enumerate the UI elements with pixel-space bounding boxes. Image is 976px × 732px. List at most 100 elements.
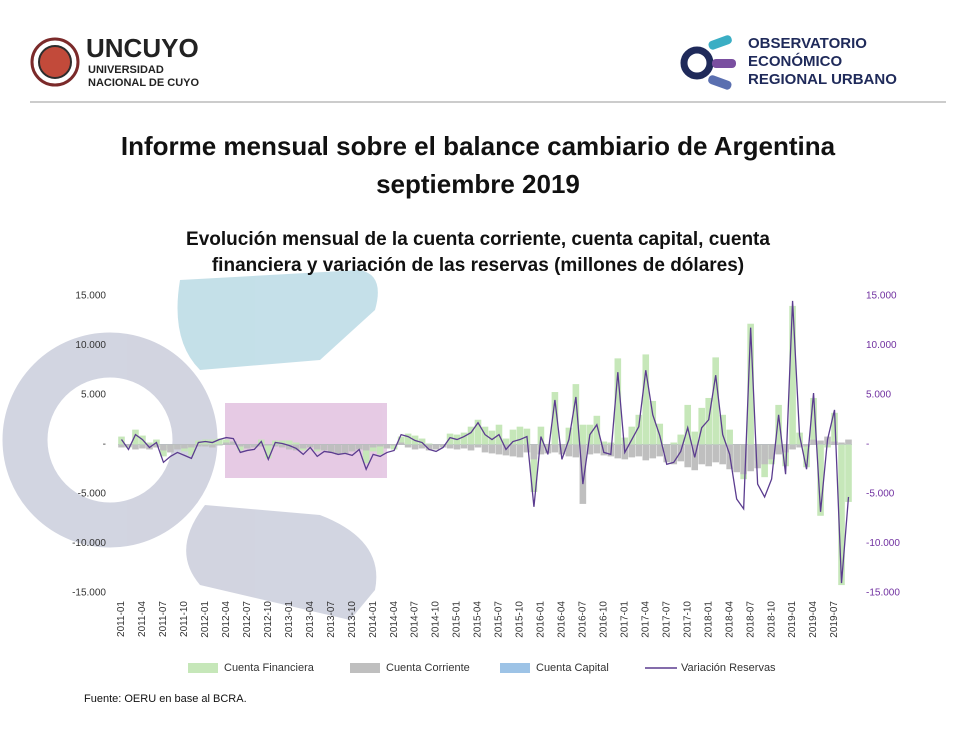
- bar: [174, 444, 181, 450]
- bar: [278, 444, 286, 448]
- bar: [670, 442, 678, 445]
- x-tick-label: 2019-07: [829, 601, 840, 638]
- bar: [607, 442, 615, 445]
- bar: [460, 432, 468, 445]
- legend-label: Variación Reservas: [681, 662, 776, 674]
- bar: [698, 407, 705, 445]
- bar: [635, 414, 643, 445]
- x-tick-label: 2016-07: [578, 601, 589, 638]
- bar: [292, 442, 300, 445]
- bar: [383, 444, 391, 449]
- bar: [537, 444, 545, 455]
- bar: [551, 444, 559, 453]
- bar: [803, 444, 810, 447]
- bar: [558, 444, 566, 455]
- x-tick-label: 2017-07: [661, 601, 672, 638]
- y2-tick-label: 10.000: [866, 340, 897, 351]
- bar: [362, 444, 370, 451]
- chart-title: Evolución mensual de la cuenta corriente…: [186, 229, 770, 250]
- bar: [285, 440, 293, 445]
- bar: [649, 444, 657, 459]
- bar: [586, 444, 594, 455]
- chart-title: financiera y variación de las reservas (…: [212, 255, 744, 276]
- bar: [306, 444, 314, 448]
- bar: [635, 444, 643, 457]
- bar: [712, 444, 719, 463]
- bar: [502, 438, 510, 445]
- x-tick-label: 2011-01: [116, 601, 127, 637]
- bar: [551, 392, 559, 445]
- legend-label: Cuenta Corriente: [386, 662, 470, 674]
- bar: [614, 358, 622, 445]
- bar: [418, 438, 426, 445]
- bar: [509, 429, 517, 445]
- bar: [817, 440, 824, 445]
- bar: [376, 444, 384, 455]
- bar: [188, 444, 195, 448]
- bar: [600, 441, 608, 445]
- bar: [509, 444, 517, 457]
- bar: [656, 444, 664, 457]
- bar: [649, 400, 657, 445]
- bar: [810, 397, 817, 445]
- source-note: Fuente: OERU en base al BCRA.: [84, 693, 247, 705]
- observatory-name: ECONÓMICO: [748, 52, 843, 70]
- bar: [271, 444, 279, 447]
- bar: [579, 424, 587, 445]
- bar: [817, 444, 824, 516]
- bar: [488, 430, 496, 445]
- bar: [216, 438, 223, 445]
- bar: [684, 444, 692, 468]
- bar: [845, 439, 852, 445]
- legend-swatch: [188, 663, 218, 673]
- bar: [481, 426, 489, 445]
- bar: [775, 404, 782, 445]
- x-tick-label: 2014-07: [410, 601, 421, 638]
- bar: [160, 444, 167, 451]
- bar: [202, 444, 209, 447]
- x-tick-label: 2019-01: [787, 601, 798, 638]
- x-tick-label: 2016-10: [598, 601, 609, 638]
- bar: [789, 305, 796, 445]
- bar: [733, 444, 740, 473]
- bar: [740, 444, 747, 475]
- bar: [355, 444, 363, 450]
- y-tick-label: 15.000: [75, 291, 106, 302]
- bar: [593, 444, 601, 454]
- y2-tick-label: 5.000: [866, 390, 891, 401]
- bar: [831, 441, 838, 445]
- bar: [803, 444, 810, 468]
- university-name: UNCUYO: [86, 33, 199, 63]
- bar: [663, 444, 671, 463]
- y2-tick-label: -: [866, 439, 869, 450]
- y-tick-label: -15.000: [72, 588, 106, 599]
- y-tick-label: -5.000: [78, 489, 107, 500]
- bar: [453, 444, 461, 450]
- x-tick-label: 2013-01: [284, 601, 295, 638]
- bar: [481, 444, 489, 453]
- bar: [237, 444, 244, 447]
- bar: [593, 415, 601, 445]
- y-tick-label: -10.000: [72, 538, 106, 549]
- y-tick-label: 10.000: [75, 340, 106, 351]
- x-tick-label: 2017-01: [619, 601, 630, 638]
- bar: [285, 444, 293, 450]
- bar: [132, 429, 139, 445]
- bar: [327, 444, 335, 453]
- x-tick-label: 2017-10: [682, 601, 693, 638]
- bar: [195, 444, 202, 447]
- bar: [474, 419, 482, 445]
- bar: [488, 444, 496, 454]
- bar: [544, 444, 552, 454]
- bar: [831, 412, 838, 445]
- bar: [278, 440, 286, 445]
- bar: [838, 442, 845, 445]
- x-tick-label: 2013-04: [305, 601, 316, 638]
- observatory-name: OBSERVATORIO: [748, 35, 867, 52]
- bar: [369, 444, 377, 448]
- x-tick-label: 2015-10: [515, 601, 526, 638]
- bar: [265, 444, 272, 459]
- bar: [418, 444, 426, 449]
- bar: [677, 434, 685, 445]
- x-tick-label: 2014-04: [389, 601, 400, 638]
